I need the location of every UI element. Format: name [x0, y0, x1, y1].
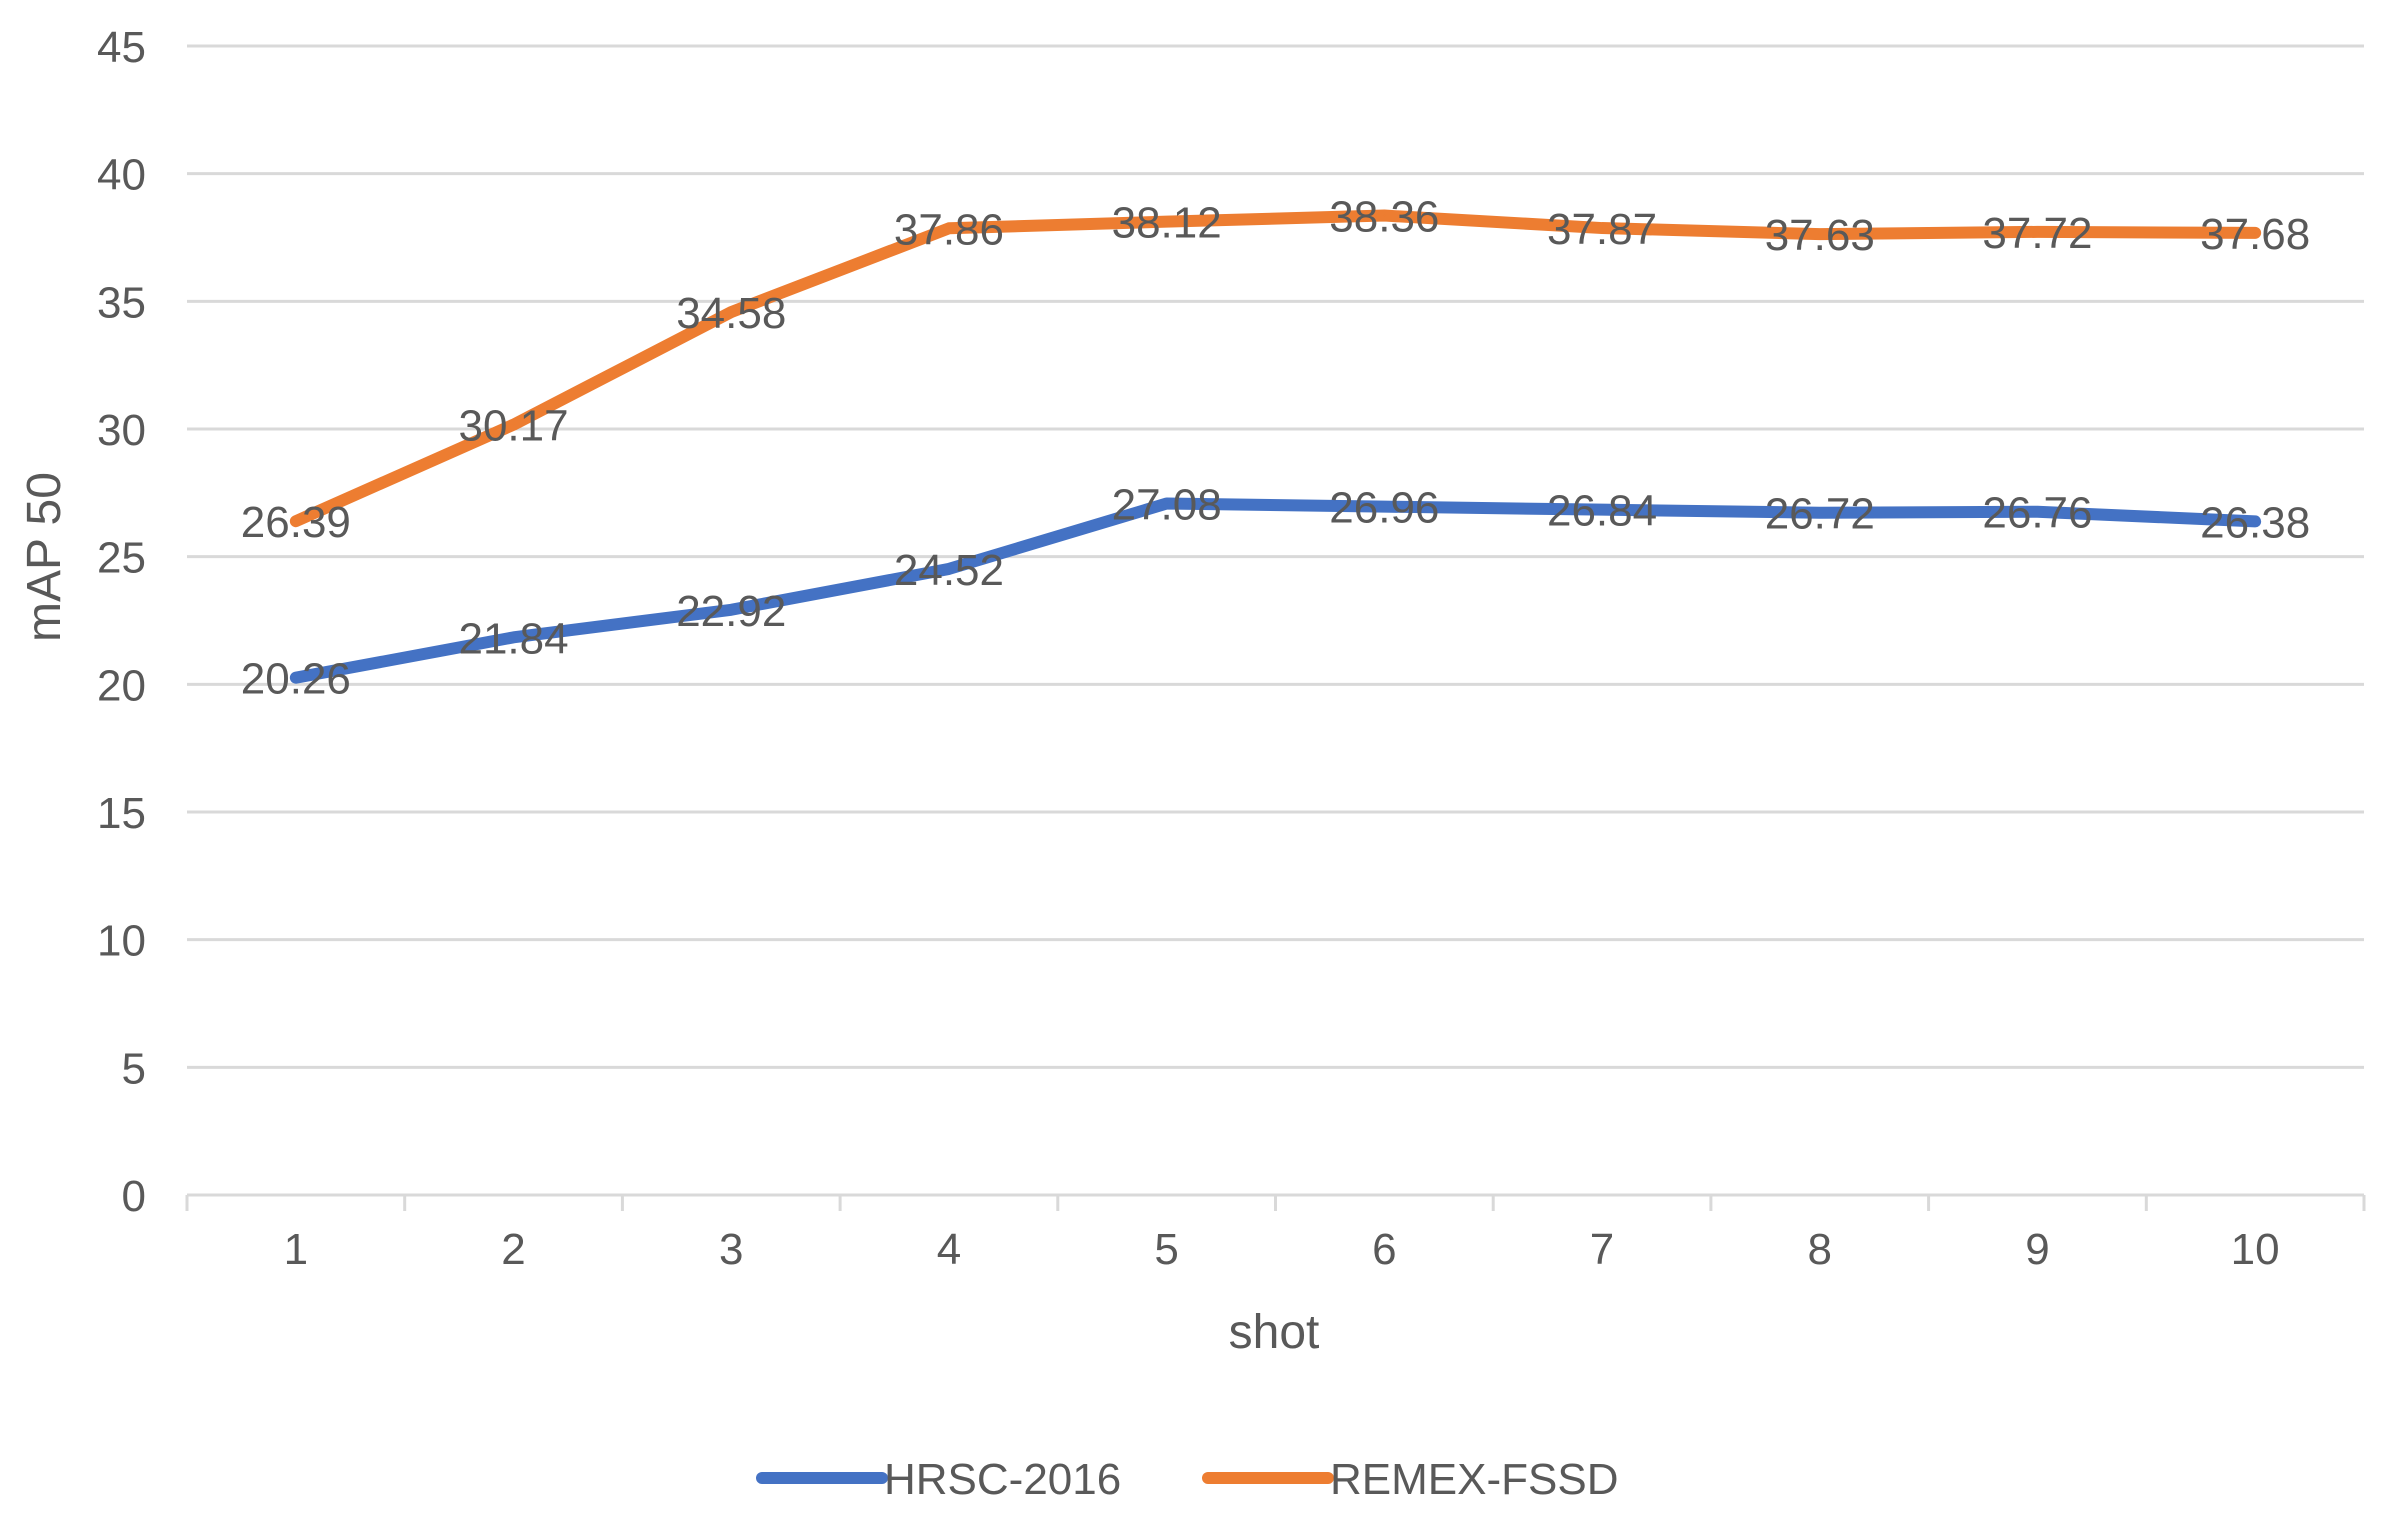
x-tick-label: 6 [1372, 1225, 1396, 1274]
data-point [1383, 214, 1386, 217]
data-point [1165, 220, 1168, 223]
x-tick-label: 7 [1590, 1225, 1614, 1274]
data-point [1818, 511, 1821, 514]
data-point [294, 676, 297, 679]
x-tick-label: 4 [937, 1225, 961, 1274]
y-axis-title: mAP 50 [18, 472, 71, 642]
data-label: 37.72 [1982, 209, 2092, 258]
data-point [2036, 230, 2039, 233]
y-tick-label: 20 [97, 661, 146, 710]
x-tick-label: 3 [719, 1225, 743, 1274]
legend-label: REMEX-FSSD [1330, 1455, 1618, 1504]
data-point [2036, 510, 2039, 513]
legend-label: HRSC-2016 [884, 1455, 1121, 1504]
series-lines [289, 209, 2262, 684]
series-line-hrsc-2016 [289, 497, 2262, 684]
y-tick-label: 40 [97, 151, 146, 200]
x-tick-label: 5 [1154, 1225, 1178, 1274]
x-tick-label: 9 [2025, 1225, 2049, 1274]
data-label: 34.58 [676, 289, 786, 338]
data-label: 24.52 [894, 546, 1004, 595]
data-point [1601, 508, 1604, 511]
x-axis-title: shot [1229, 1306, 1320, 1359]
x-tick-label: 1 [284, 1225, 308, 1274]
data-point [2254, 520, 2257, 523]
data-label: 22.92 [676, 587, 786, 636]
y-tick-label: 0 [122, 1172, 146, 1221]
data-point [1818, 233, 1821, 236]
legend: HRSC-2016 REMEX-FSSD [756, 1455, 1618, 1504]
data-point [2254, 231, 2257, 234]
y-tick-label: 30 [97, 406, 146, 455]
data-label: 37.86 [894, 205, 1004, 254]
data-point [947, 567, 950, 570]
x-tick-label: 10 [2231, 1225, 2280, 1274]
x-tick-label: 2 [501, 1225, 525, 1274]
data-labels: 20.26 21.84 22.92 24.52 27.08 26.96 26.84 26.72… [241, 193, 2310, 704]
y-tick-label: 10 [97, 917, 146, 966]
data-point [1383, 505, 1386, 508]
y-tick-label: 5 [122, 1044, 146, 1093]
data-label: 37.68 [2200, 210, 2310, 259]
y-tick-label: 35 [97, 278, 146, 327]
data-point [730, 608, 733, 611]
data-point [1165, 502, 1168, 505]
data-label: 37.63 [1765, 211, 1875, 260]
data-label: 26.96 [1329, 484, 1439, 533]
data-label: 26.84 [1547, 487, 1657, 536]
data-label: 37.87 [1547, 205, 1657, 254]
x-tick-label: 8 [1808, 1225, 1832, 1274]
y-tick-label: 15 [97, 789, 146, 838]
y-tick-label: 25 [97, 534, 146, 583]
data-label: 26.72 [1765, 490, 1875, 539]
data-label: 20.26 [241, 655, 351, 704]
gridlines [187, 44, 2364, 1069]
data-point [1601, 227, 1604, 230]
data-label: 26.39 [241, 498, 351, 547]
data-label: 30.17 [458, 402, 568, 451]
data-point [512, 636, 515, 639]
data-point [294, 520, 297, 523]
data-label: 27.08 [1112, 481, 1222, 530]
data-point [512, 423, 515, 426]
data-point [947, 227, 950, 230]
series-line-remex-fssd [289, 209, 2262, 528]
data-label: 26.38 [2200, 498, 2310, 547]
data-label: 38.36 [1329, 193, 1439, 242]
data-label: 21.84 [458, 614, 568, 663]
data-label: 38.12 [1112, 199, 1222, 248]
data-label: 26.76 [1982, 489, 2092, 538]
data-point [730, 311, 733, 314]
y-tick-label: 45 [97, 23, 146, 72]
